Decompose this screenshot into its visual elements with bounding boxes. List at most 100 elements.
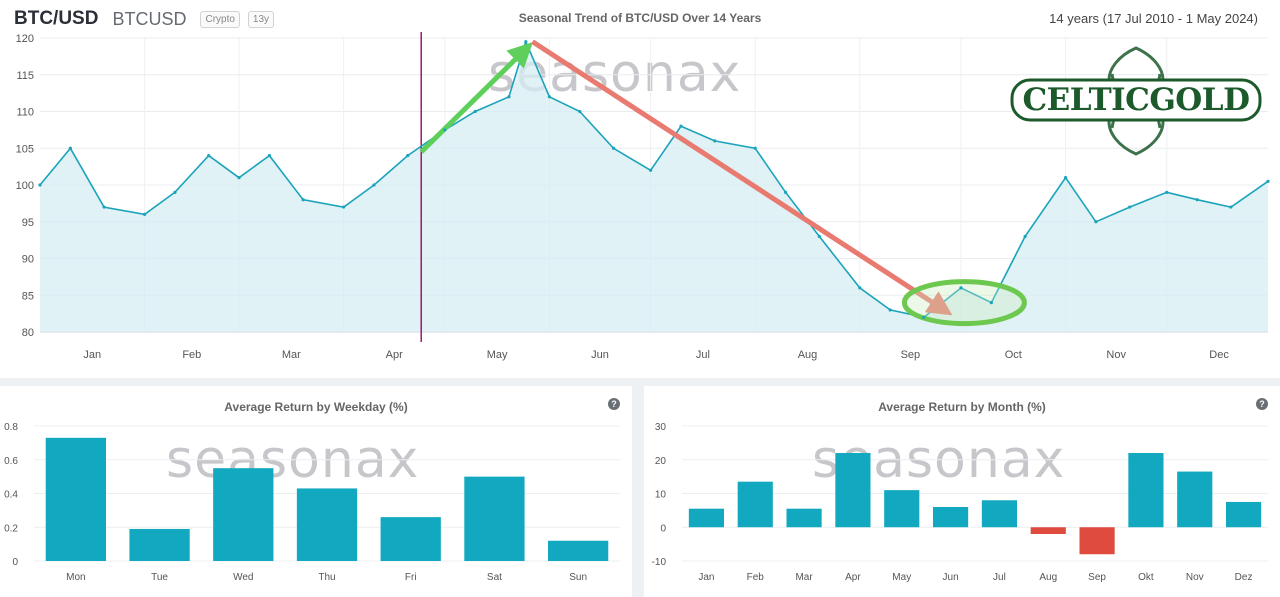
seasonal-low-highlight	[901, 279, 1027, 327]
bar-okt[interactable]	[1128, 453, 1164, 528]
bar-thu[interactable]	[296, 488, 358, 561]
weekday-return-panel: Average Return by Weekday (%) ? seasonax…	[0, 386, 632, 597]
seasonal-data-point	[1195, 198, 1199, 202]
bar-dez[interactable]	[1226, 501, 1262, 528]
seasonal-data-point	[888, 308, 892, 312]
weekday-bar-chart[interactable]: 0 0.2 0.4 0.6 0.8 Mon Tue Wed Thu Fri Sat Sun	[0, 386, 632, 597]
seasonal-data-point	[753, 146, 757, 150]
ticker-label: BTCUSD	[112, 8, 187, 29]
x-tick-label: Feb	[182, 349, 201, 361]
asset-type-badge[interactable]: Crypto	[200, 10, 240, 28]
seasonal-data-point	[817, 234, 821, 239]
seasonal-data-point	[372, 183, 376, 187]
x-tick-label: Nov	[1186, 572, 1204, 583]
x-tick-label: Sep	[901, 349, 921, 361]
x-tick-label: Jan	[83, 349, 101, 361]
seasonal-data-point	[1165, 190, 1169, 194]
celticgold-logo: CELTICGOLD	[1008, 44, 1264, 158]
x-tick-label: Jan	[698, 572, 714, 583]
bar-tue[interactable]	[129, 528, 190, 561]
x-tick-label: Sep	[1088, 572, 1106, 583]
symbol-header: BTC/USD BTCUSD Crypto 13y	[14, 8, 275, 30]
y-tick-label: 115	[16, 70, 34, 82]
date-range-label[interactable]: 14 years (17 Jul 2010 - 1 May 2024)	[1049, 11, 1258, 26]
help-icon[interactable]: ?	[608, 398, 620, 410]
bar-jun[interactable]	[933, 507, 969, 528]
month-bar-chart[interactable]: -10 0 10 20 30 Jan Feb Mar Apr May Jun Jul Aug Sep Okt…	[644, 386, 1280, 597]
x-tick-label: Jun	[943, 572, 959, 583]
weekday-chart-title: Average Return by Weekday (%)	[224, 400, 408, 414]
y-tick-label: 30	[655, 422, 667, 433]
seasonal-data-point	[173, 190, 177, 194]
y-tick-label: 105	[16, 143, 34, 155]
bar-mon[interactable]	[45, 437, 106, 561]
seasonal-data-point	[207, 154, 211, 158]
bar-aug[interactable]	[1030, 527, 1066, 534]
y-tick-label: 85	[22, 290, 34, 302]
bar-fri[interactable]	[380, 517, 441, 561]
celtic-knot-icon	[1010, 46, 1262, 156]
seasonal-chart-title: Seasonal Trend of BTC/USD Over 14 Years	[518, 11, 762, 25]
seasonal-data-point	[578, 109, 582, 114]
seasonal-data-point	[142, 212, 147, 216]
y-tick-label: 0.6	[4, 456, 18, 467]
seasonal-line-chart[interactable]: 80 85 90 95 100 105 110 115 120 Jan Feb Mar Apr May J…	[0, 0, 1280, 378]
x-tick-label: Jun	[591, 349, 609, 361]
seasonal-data-point	[406, 154, 410, 158]
bar-sep[interactable]	[1079, 527, 1115, 555]
seasonal-data-point	[237, 176, 241, 180]
seasonal-data-point	[524, 40, 528, 44]
x-tick-label: Jul	[993, 572, 1006, 583]
seasonal-data-point	[1229, 205, 1233, 209]
seasonal-data-point	[1094, 220, 1098, 224]
bar-sat[interactable]	[464, 476, 525, 561]
seasonal-data-point	[102, 205, 106, 209]
bar-nov[interactable]	[1177, 471, 1213, 528]
symbol-title: BTC/USD	[14, 8, 99, 29]
seasonal-data-point	[443, 128, 447, 132]
x-tick-label: Nov	[1106, 349, 1126, 361]
bar-apr[interactable]	[835, 453, 871, 528]
x-tick-label: Thu	[318, 572, 335, 583]
seasonal-data-point	[1128, 205, 1132, 209]
x-tick-label: Fri	[405, 572, 417, 583]
y-tick-label: 20	[655, 456, 667, 467]
celticgold-logo-text: CELTICGOLD	[1022, 82, 1250, 118]
y-tick-label: 120	[16, 33, 34, 45]
seasonal-data-point	[1023, 234, 1027, 239]
x-tick-label: Mar	[795, 572, 813, 583]
x-tick-label: Tue	[151, 572, 168, 583]
x-tick-label: Apr	[845, 572, 861, 583]
seasonal-data-point	[1063, 176, 1068, 180]
bar-feb[interactable]	[737, 481, 773, 528]
up-trend-arrow	[419, 42, 533, 154]
y-tick-label: 90	[22, 254, 34, 266]
help-icon[interactable]: ?	[1256, 398, 1268, 410]
y-tick-label: 100	[16, 180, 34, 192]
x-tick-label: Wed	[233, 572, 253, 583]
seasonal-data-point	[38, 183, 42, 187]
bar-jan[interactable]	[688, 508, 724, 528]
x-tick-label: Jul	[696, 349, 710, 361]
bar-may[interactable]	[884, 490, 920, 528]
x-tick-label: Sat	[487, 572, 502, 583]
down-trend-arrow	[531, 39, 953, 316]
y-tick-label: 110	[16, 107, 34, 119]
seasonal-data-point	[679, 124, 683, 128]
x-tick-label: Feb	[747, 572, 765, 583]
bar-wed[interactable]	[213, 468, 274, 561]
bar-jul[interactable]	[981, 500, 1017, 528]
years-badge[interactable]: 13y	[247, 10, 275, 28]
seasonal-data-point	[858, 286, 862, 290]
seasonal-data-point	[267, 154, 272, 158]
seasonal-area-fill	[40, 41, 1268, 332]
x-tick-label: Dez	[1235, 572, 1253, 583]
x-tick-label: Sun	[569, 572, 587, 583]
bar-mar[interactable]	[786, 508, 822, 528]
x-tick-label: Aug	[1039, 572, 1057, 583]
month-return-panel: Average Return by Month (%) ? seasonax -…	[644, 386, 1280, 597]
y-tick-label: 80	[22, 327, 34, 339]
x-tick-label: Okt	[1138, 572, 1154, 583]
bar-sun[interactable]	[548, 540, 609, 561]
seasonal-data-point	[68, 146, 72, 150]
